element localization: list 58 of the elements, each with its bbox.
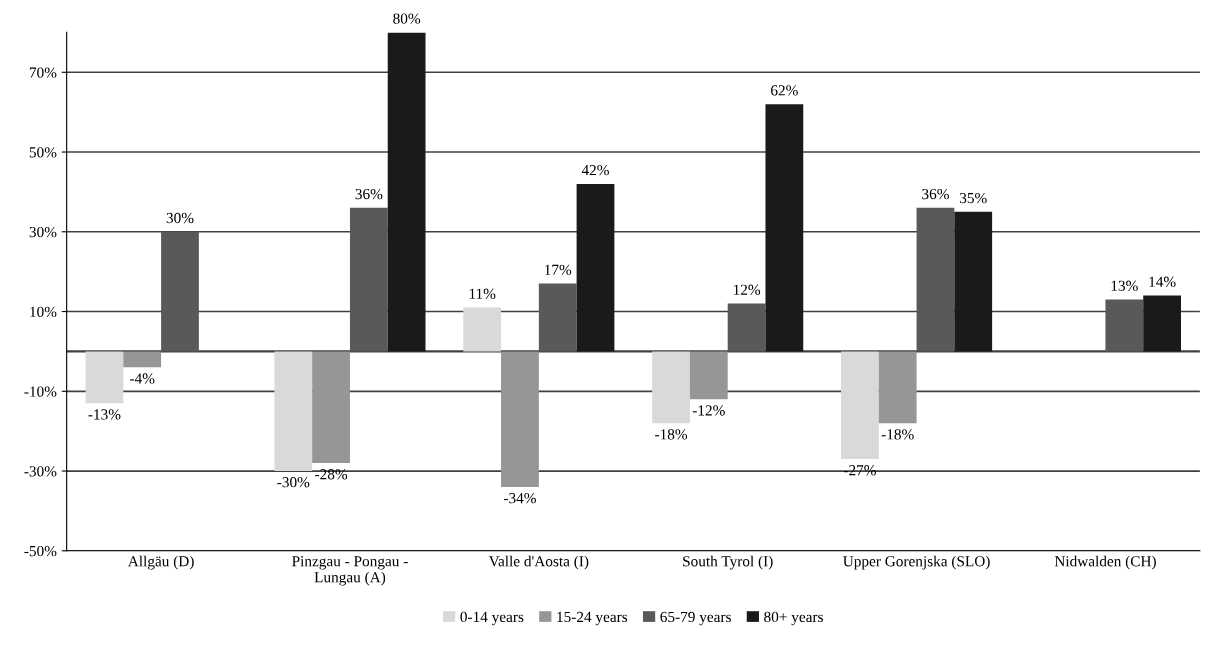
y-tick-label: -50% [24, 545, 57, 557]
bar [841, 351, 879, 460]
data-label: 17% [545, 264, 572, 276]
bar [1105, 299, 1144, 352]
bar [312, 351, 350, 464]
data-label: -34% [503, 492, 536, 504]
legend-label: 0-14 years [460, 611, 524, 626]
bar [878, 351, 917, 424]
y-tick-label: -10% [24, 386, 57, 397]
data-label: -30% [277, 477, 310, 488]
x-tick-label: Valle d'Aosta (I) [488, 555, 589, 570]
data-label: 42% [581, 164, 609, 176]
y-tick-label: 50% [29, 147, 57, 158]
data-label: -18% [881, 429, 914, 440]
x-tick-label: Nidwalden (CH) [1054, 555, 1156, 570]
bar [463, 307, 502, 352]
data-label: -18% [655, 429, 688, 440]
y-tick-label: 70% [29, 67, 57, 78]
x-tick-label: Pinzgau - Pongau - Lungau (A) [292, 556, 408, 586]
bar [501, 351, 539, 487]
bar [652, 351, 690, 424]
x-tick-label: Upper Gorenjska (SLO) [843, 555, 990, 570]
data-label: -13% [88, 409, 121, 420]
data-label: 13% [1111, 280, 1138, 291]
data-label: 11% [469, 288, 496, 299]
data-label: 62% [771, 85, 798, 96]
data-label: -28% [315, 469, 348, 480]
bar [161, 231, 199, 352]
data-label: -12% [692, 405, 725, 416]
y-tick-label: 30% [29, 226, 57, 238]
bar [727, 303, 766, 352]
bar [349, 207, 388, 352]
bar [916, 207, 955, 352]
y-tick-label: -30% [24, 466, 57, 477]
bar [85, 351, 124, 404]
bar [689, 351, 728, 400]
bar [387, 32, 426, 352]
bar [274, 351, 313, 472]
data-label: 36% [355, 188, 383, 200]
data-label: 36% [922, 188, 949, 200]
data-label: 12% [733, 284, 761, 295]
data-label: 80% [393, 13, 421, 24]
y-tick-label: 10% [30, 306, 57, 318]
data-label: 14% [1149, 276, 1176, 287]
bar [1143, 295, 1181, 352]
x-tick-label: South Tyrol (I) [683, 555, 773, 570]
legend-label: 15-24 years [557, 611, 628, 626]
legend-label: 80+ years [764, 611, 823, 626]
bar [576, 183, 615, 352]
data-label: 30% [166, 212, 194, 224]
legend-label: 65-79 years [660, 611, 731, 626]
data-label: 35% [959, 192, 987, 204]
bar [123, 351, 162, 368]
bar [765, 104, 804, 352]
x-tick-label: Allgäu (D) [127, 555, 194, 570]
data-label: -4% [130, 373, 155, 384]
bar [954, 211, 993, 352]
bar [538, 283, 577, 352]
